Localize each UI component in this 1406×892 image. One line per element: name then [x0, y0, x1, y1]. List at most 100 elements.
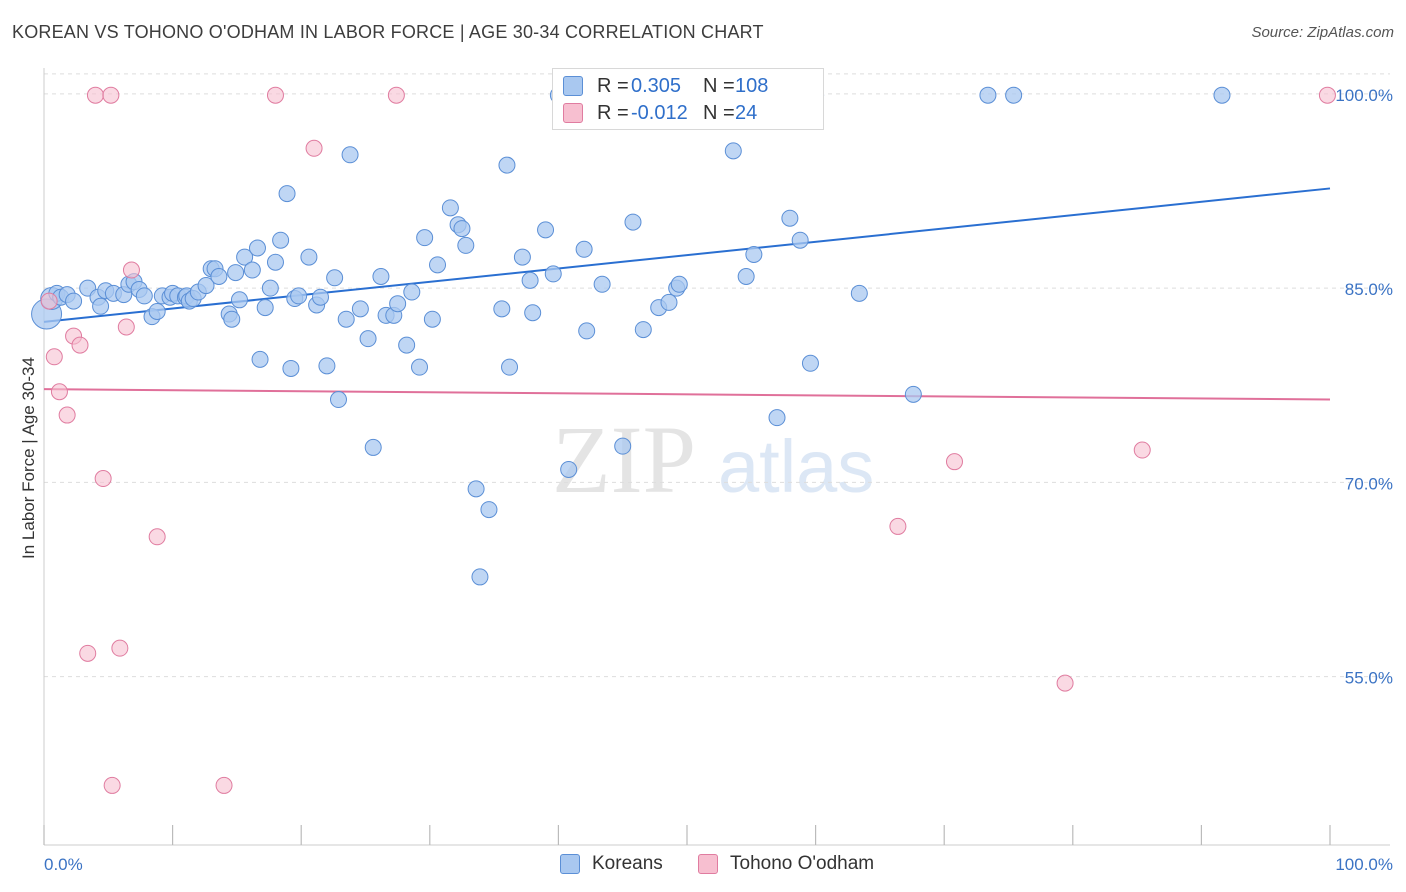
korean-point: [290, 287, 308, 305]
korean-point: [791, 231, 809, 249]
korean-point: [318, 357, 336, 375]
korean-point: [560, 460, 578, 478]
source-label: Source: ZipAtlas.com: [1251, 24, 1394, 41]
korean-point: [457, 236, 475, 254]
korean-point: [1005, 86, 1023, 104]
korean-point: [148, 302, 166, 320]
korean-point: [471, 568, 489, 586]
y-tick-label: 100.0%: [1335, 86, 1393, 105]
y-tick-label: 70.0%: [1345, 474, 1393, 493]
tohono-point: [945, 453, 963, 471]
y-axis-title: In Labor Force | Age 30-34: [19, 357, 38, 559]
korean-point: [493, 300, 511, 318]
korean-point: [243, 261, 261, 279]
tohono-trendline: [43, 388, 1331, 401]
korean-point: [282, 359, 300, 377]
chart-title: KOREAN VS TOHONO O'ODHAM IN LABOR FORCE …: [12, 22, 764, 42]
korean-point: [467, 480, 485, 498]
korean-point: [578, 322, 596, 340]
tohono-point: [71, 336, 89, 354]
koreans-n-value: 108: [735, 74, 769, 97]
korean-point: [521, 271, 539, 289]
legend-row-koreans: R = 0.305 N = 108: [563, 73, 768, 99]
korean-point: [372, 267, 390, 285]
korean-point: [223, 310, 241, 328]
korean-point: [634, 321, 652, 339]
korean-point: [416, 229, 434, 247]
koreans-swatch: [563, 76, 583, 96]
tohono-point: [1318, 86, 1336, 104]
y-tick-label: 85.0%: [1345, 280, 1393, 299]
korean-point: [311, 288, 329, 306]
axis-layer: 55.0% 70.0% 85.0% 100.0% 0.0% 100.0%: [43, 68, 1393, 874]
legend-row-tohono: R = -0.012 N = 24: [563, 100, 757, 126]
tohono-point: [889, 517, 907, 535]
tohono-point: [45, 348, 63, 366]
korean-point: [210, 267, 228, 285]
grid-layer: [44, 73, 1390, 678]
korean-point: [593, 275, 611, 293]
tohono-n-label: N =: [703, 101, 735, 124]
korean-point: [236, 248, 254, 266]
korean-point: [480, 501, 498, 519]
tohono-point: [148, 528, 166, 546]
korean-point: [768, 409, 786, 427]
korean-point: [256, 299, 274, 317]
korean-point: [453, 220, 471, 238]
korean-point: [329, 391, 347, 409]
tohono-point: [305, 139, 323, 157]
watermark-zip: ZIP: [552, 406, 696, 513]
correlation-legend: R = 0.305 N = 108 R = -0.012 N = 24: [552, 68, 824, 130]
korean-point: [261, 279, 279, 297]
tohono-point: [117, 318, 135, 336]
korean-point: [92, 297, 110, 315]
bottom-tohono-label: Tohono O'odham: [730, 853, 875, 874]
tohono-r-value: -0.012: [631, 101, 688, 124]
tohono-point: [86, 86, 104, 104]
koreans-r-label: R =: [597, 74, 629, 97]
tohono-point: [122, 261, 140, 279]
tohono-point: [103, 776, 121, 794]
korean-point: [781, 209, 799, 227]
koreans-trendline: [43, 187, 1331, 323]
korean-point: [745, 245, 763, 263]
korean-point: [227, 264, 245, 282]
korean-point: [65, 292, 83, 310]
tohono-r-label: R =: [597, 101, 629, 124]
x-tick-label: 100.0%: [1335, 855, 1393, 874]
korean-point: [272, 231, 290, 249]
tohono-swatch: [563, 103, 583, 123]
korean-point: [359, 330, 377, 348]
tohono-point: [94, 470, 112, 488]
korean-point: [135, 287, 153, 305]
korean-point: [660, 293, 678, 311]
koreans-n-label: N =: [703, 74, 735, 97]
korean-point: [724, 142, 742, 160]
bottom-koreans-label: Koreans: [592, 853, 663, 874]
korean-point: [737, 267, 755, 285]
korean-point: [341, 146, 359, 164]
tohono-point: [1133, 441, 1151, 459]
bottom-tohono-swatch: [698, 854, 718, 874]
korean-point: [544, 265, 562, 283]
korean-point: [337, 310, 355, 328]
tohono-point: [1056, 674, 1074, 692]
korean-point: [423, 310, 441, 328]
korean-point: [624, 213, 642, 231]
y-tick-label: 55.0%: [1345, 669, 1393, 688]
koreans-r-value: 0.305: [631, 74, 682, 97]
tohono-point: [111, 639, 129, 657]
bottom-koreans-swatch: [560, 854, 580, 874]
korean-point: [441, 199, 459, 217]
tohono-point: [387, 86, 405, 104]
korean-point: [904, 385, 922, 403]
watermark-atlas: atlas: [718, 425, 874, 508]
korean-point: [411, 358, 429, 376]
korean-point: [389, 295, 407, 313]
bottom-legend-tohono: Tohono O'odham: [698, 852, 874, 876]
korean-point: [850, 284, 868, 302]
korean-point: [326, 269, 344, 287]
korean-point: [498, 156, 516, 174]
korean-point: [403, 283, 421, 301]
